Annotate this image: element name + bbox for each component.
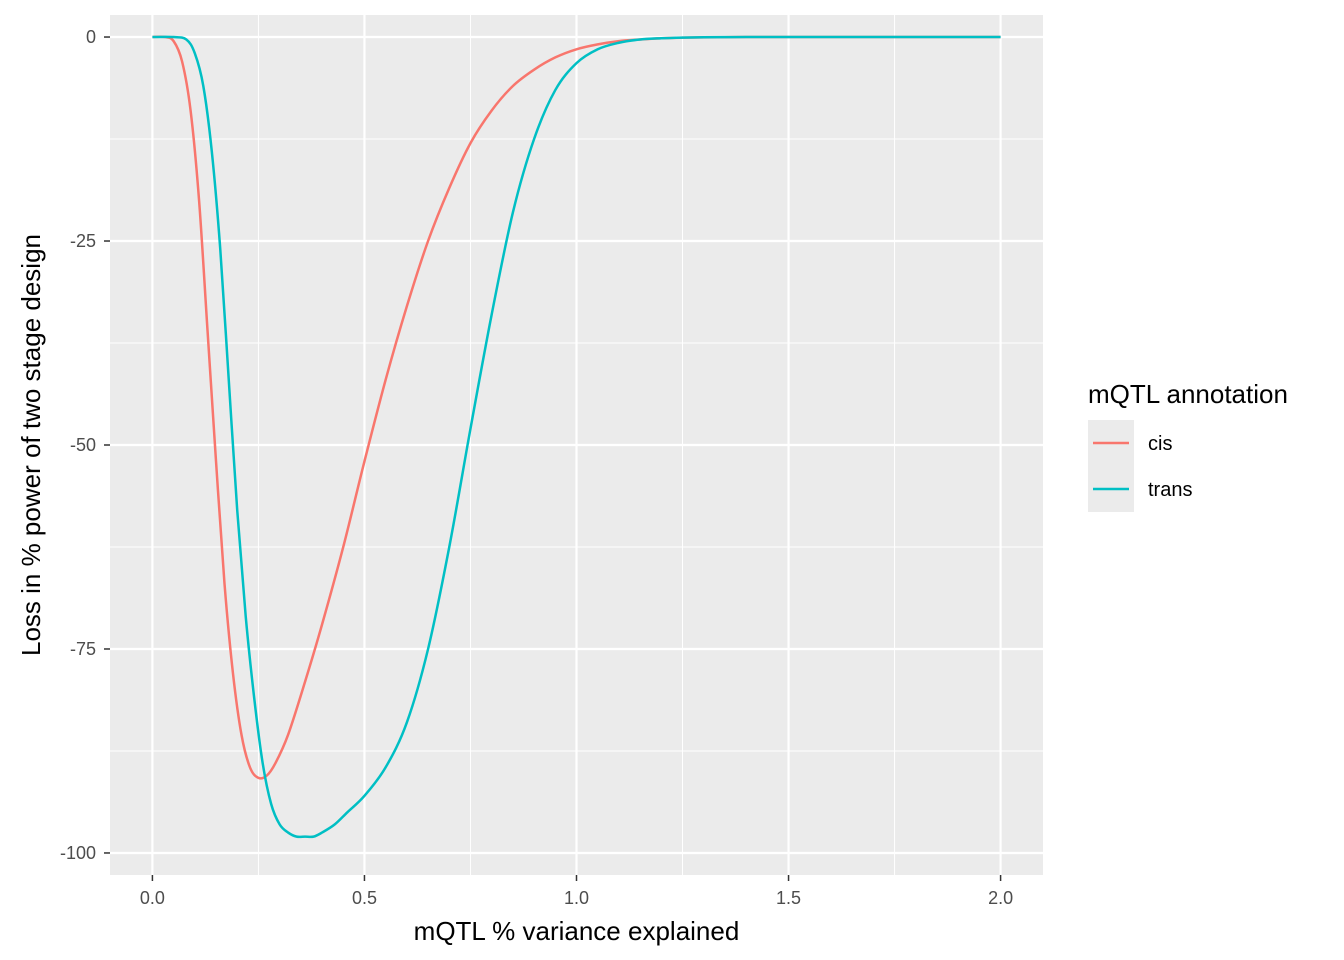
x-tick-label: 0.0 [140, 888, 165, 908]
y-tick-label: -25 [70, 231, 96, 251]
y-axis: 0 -25 -50 -75 -100 [60, 27, 110, 863]
legend-title: mQTL annotation [1088, 379, 1288, 409]
series-layer [152, 35, 1001, 839]
x-tick-label: 0.5 [352, 888, 377, 908]
y-tick-label: 0 [86, 27, 96, 47]
y-tick-label: -75 [70, 639, 96, 659]
x-axis-title: mQTL % variance explained [414, 916, 740, 946]
y-tick-label: -50 [70, 435, 96, 455]
x-tick-label: 1.5 [776, 888, 801, 908]
y-tick-label: -100 [60, 843, 96, 863]
series-line-trans [152, 35, 1001, 839]
x-axis: 0.0 0.5 1.0 1.5 2.0 [140, 875, 1013, 908]
grid-major [110, 15, 1043, 875]
x-tick-label: 1.0 [564, 888, 589, 908]
legend: mQTL annotation cis trans [1088, 379, 1288, 512]
x-tick-label: 2.0 [988, 888, 1013, 908]
legend-label-trans: trans [1148, 479, 1192, 501]
legend-label-cis: cis [1148, 433, 1172, 455]
y-axis-title: Loss in % power of two stage design [16, 234, 46, 656]
